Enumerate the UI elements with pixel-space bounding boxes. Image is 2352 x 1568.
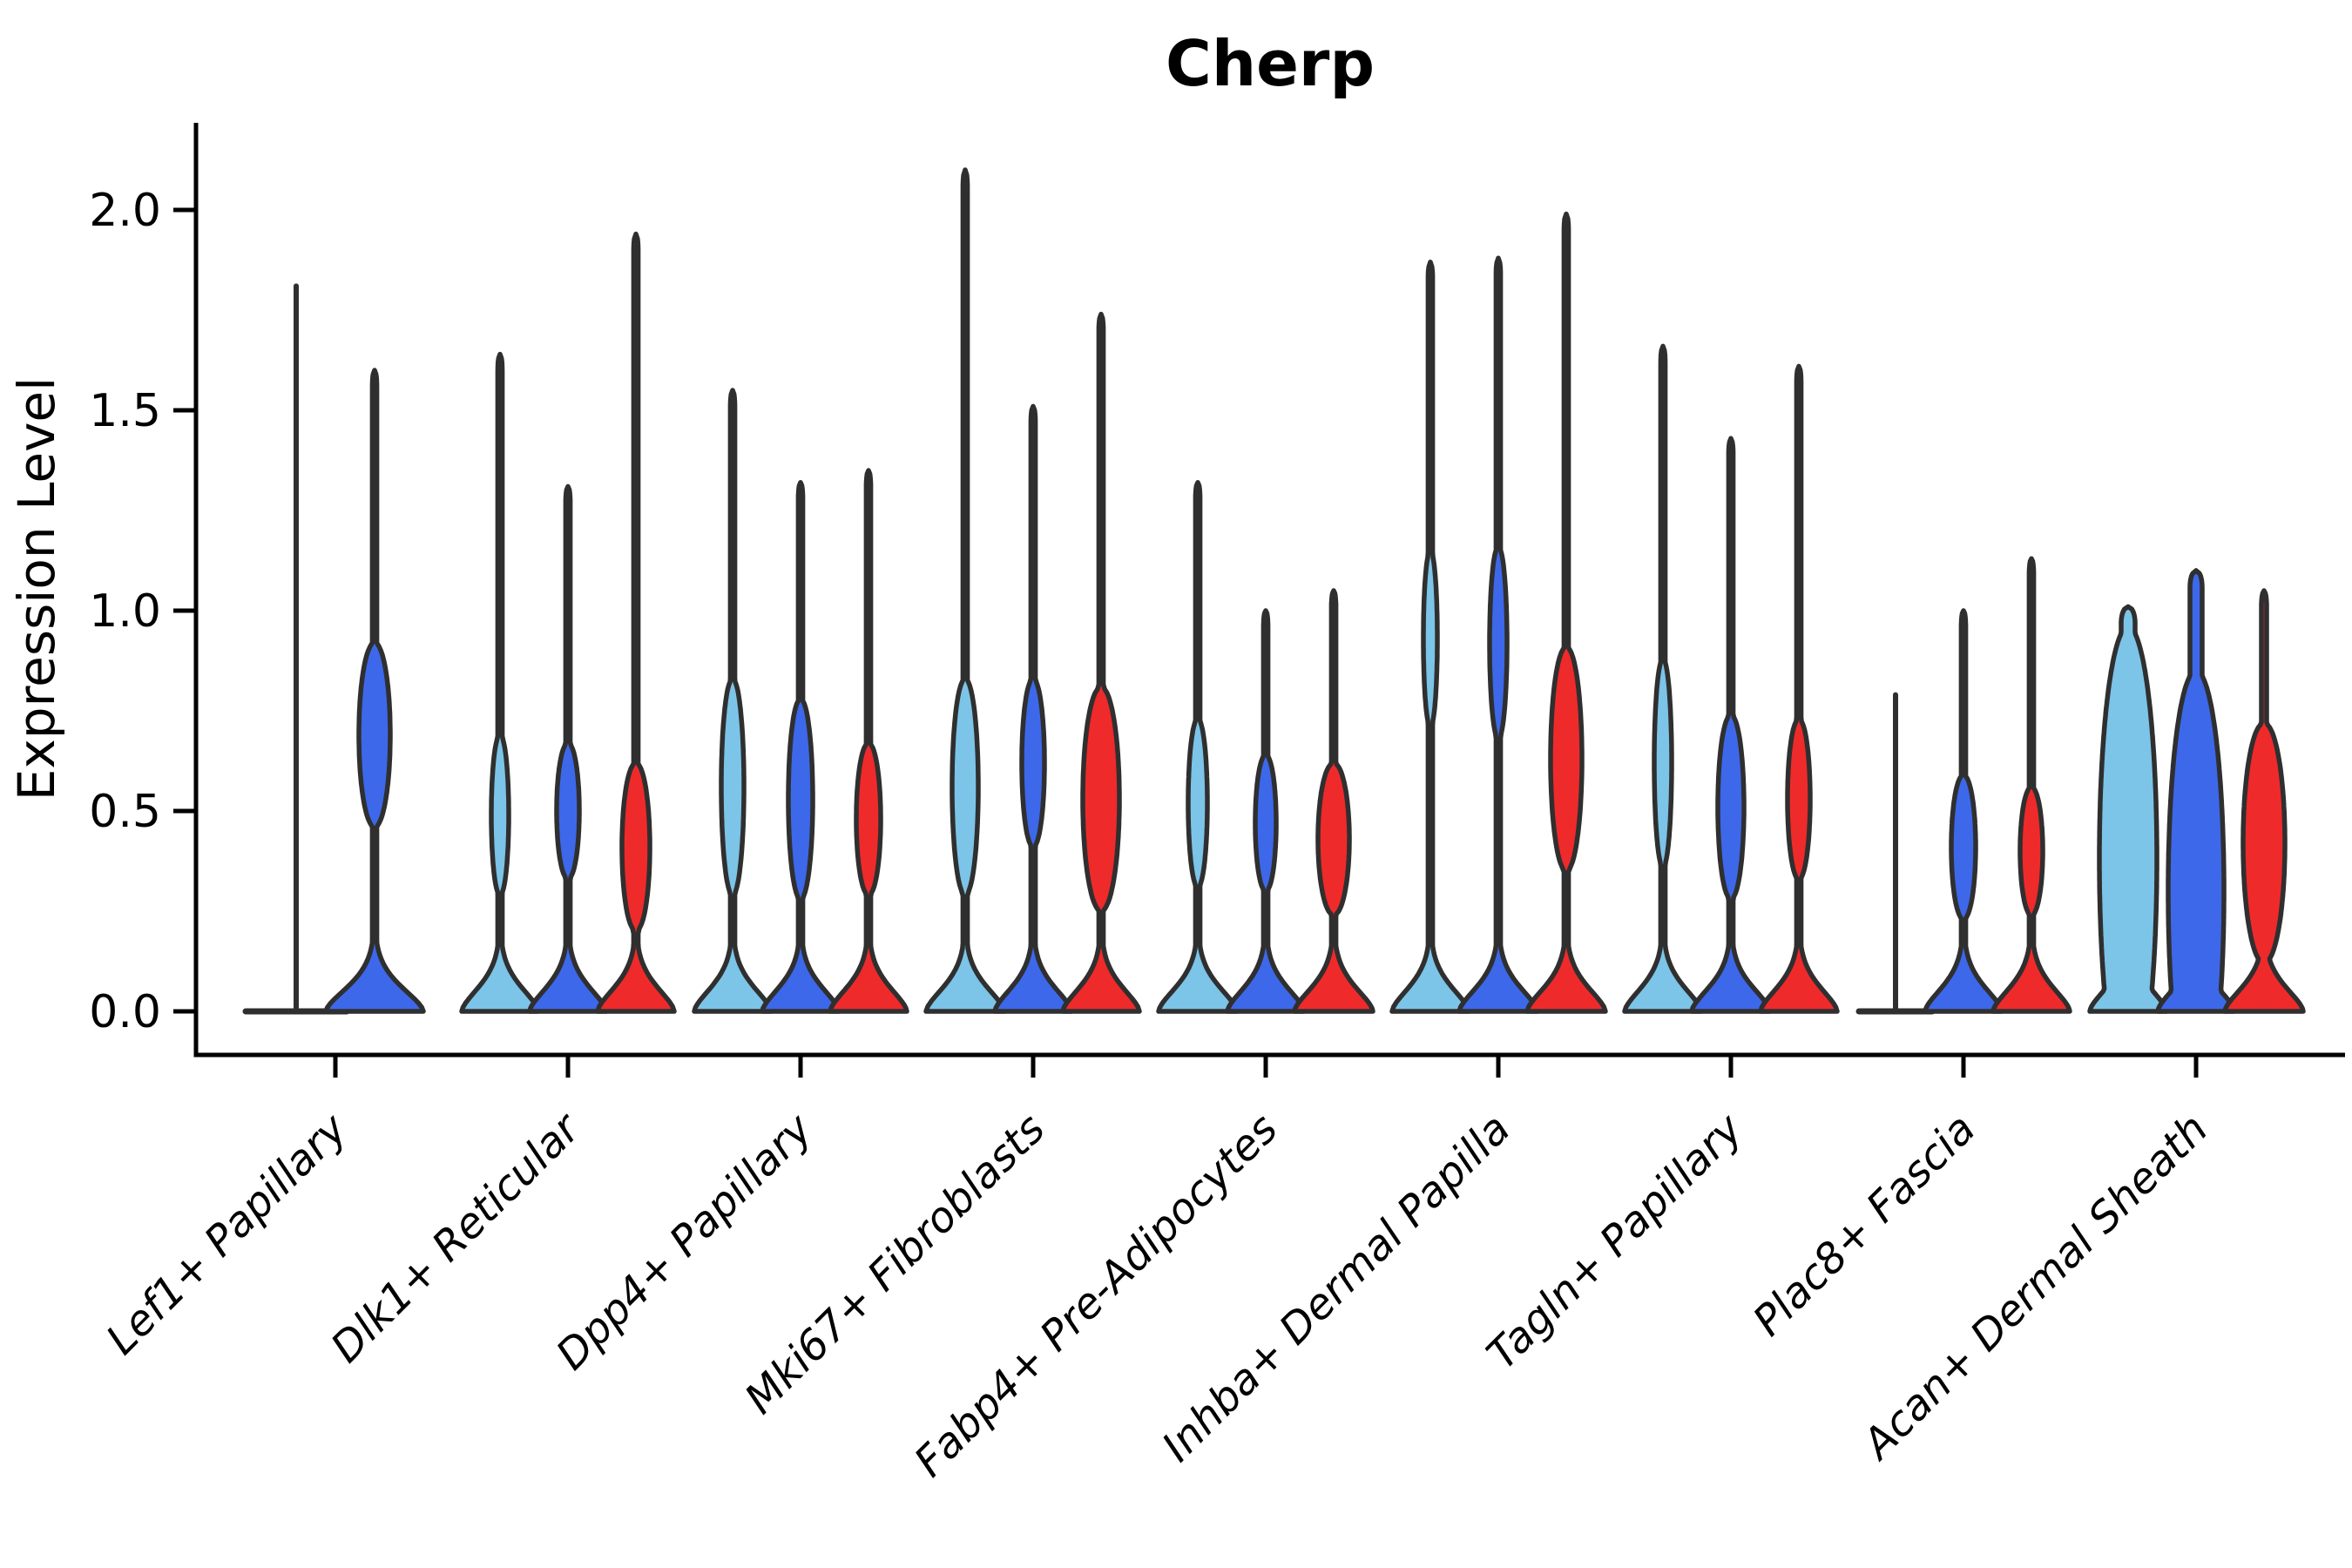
x-category-label: Lef1+ Papillary — [97, 1104, 357, 1364]
violin-inhba-dermal-papilla-red — [1524, 211, 1608, 1014]
violin-mki67-fibroblasts-dark-blue — [992, 403, 1074, 1014]
violin-inhba-dermal-papilla-light-blue — [1389, 260, 1471, 1014]
violin-acan-dermal-sheath-red — [2222, 588, 2306, 1014]
violin-tagln-papillary-light-blue — [1622, 343, 1704, 1014]
violin-fabp4-pre-adipocytes-red — [1292, 588, 1375, 1014]
violin-lef1-papillary-dark-blue — [323, 368, 426, 1014]
violin-inhba-dermal-papilla-dark-blue — [1456, 255, 1540, 1014]
x-category-label: Plac8+ Fascia — [1744, 1105, 1985, 1346]
violin-tagln-papillary-dark-blue — [1689, 436, 1773, 1014]
violin-plac8-fascia-red — [1990, 556, 2072, 1014]
y-tick-label: 2.0 — [89, 185, 161, 237]
y-tick-label: 1.0 — [89, 585, 161, 638]
violin-fabp4-pre-adipocytes-dark-blue — [1225, 608, 1307, 1014]
x-category-label: Tagln+ Papillary — [1477, 1104, 1753, 1379]
violin-mki67-fibroblasts-light-blue — [923, 167, 1007, 1014]
x-category-label: Dlk1+ Reticular — [321, 1103, 591, 1373]
violin-acan-dermal-sheath-light-blue — [2087, 604, 2169, 1014]
violin-mki67-fibroblasts-red — [1060, 311, 1142, 1014]
y-tick-label: 0.5 — [89, 786, 161, 838]
violins-layer — [242, 167, 2306, 1015]
x-category-label: Dpp4+ Papillary — [547, 1104, 822, 1379]
violin-dlk1-reticular-dark-blue — [527, 483, 609, 1014]
y-axis-label: Expression Level — [7, 377, 66, 801]
violin-fabp4-pre-adipocytes-light-blue — [1156, 480, 1240, 1014]
plot-title: Cherp — [1166, 27, 1375, 100]
violin-dlk1-reticular-red — [595, 231, 677, 1014]
violin-acan-dermal-sheath-dark-blue — [2155, 568, 2237, 1014]
violin-tagln-papillary-red — [1758, 363, 1840, 1014]
violin-dpp4-papillary-dark-blue — [760, 480, 841, 1014]
violin-plac8-fascia-dark-blue — [1923, 608, 2004, 1014]
violin-dpp4-papillary-red — [828, 468, 909, 1014]
y-tick-label: 0.0 — [89, 986, 161, 1038]
y-tick-label: 1.5 — [89, 385, 161, 437]
violin-dlk1-reticular-light-blue — [459, 351, 541, 1014]
violin-dpp4-papillary-light-blue — [692, 388, 774, 1014]
